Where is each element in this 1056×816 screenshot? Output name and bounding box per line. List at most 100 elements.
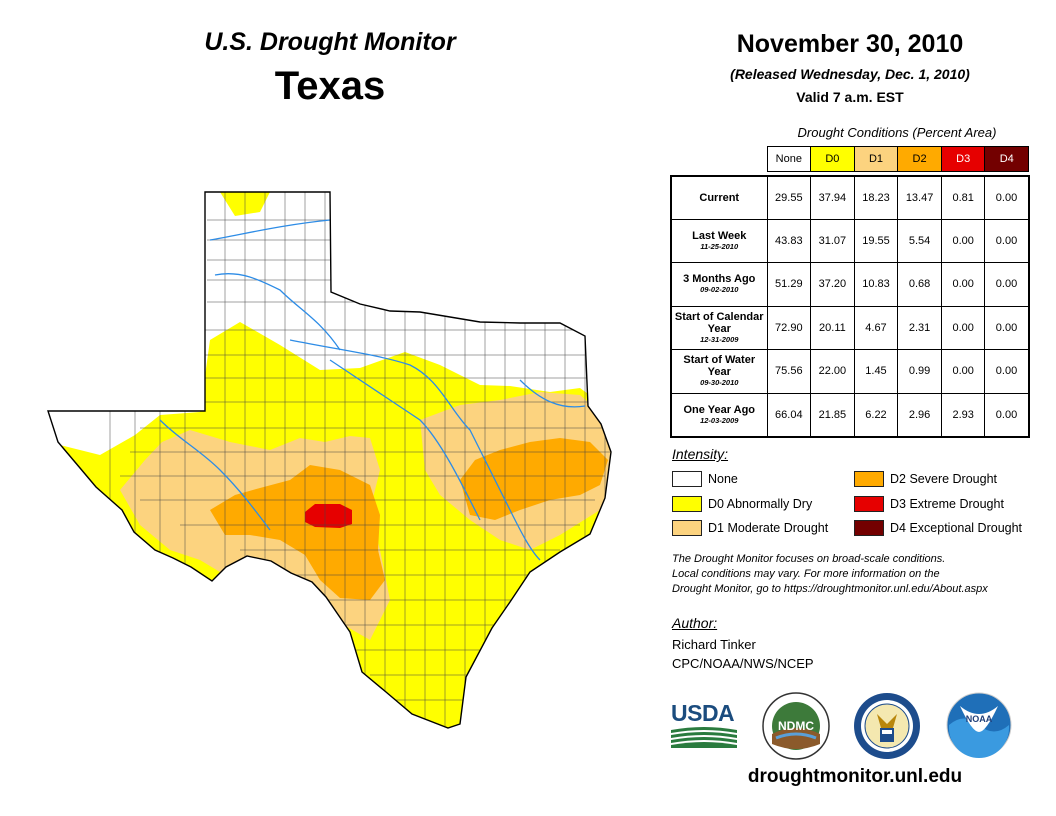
legend-swatch: [854, 496, 884, 512]
map-date: November 30, 2010: [736, 30, 964, 58]
table-cell: 20.11: [810, 305, 855, 350]
usda-logo-text: USDA: [671, 700, 735, 726]
row-label: Start of Calendar Year: [674, 310, 764, 335]
disclaimer-note: The Drought Monitor focuses on broad-sca…: [672, 552, 1042, 597]
table-cell: 2.31: [897, 305, 942, 350]
col-d2: D2: [897, 146, 942, 172]
table-cell: 75.56: [766, 349, 812, 394]
note-line: The Drought Monitor focuses on broad-sca…: [672, 553, 946, 565]
table-cell: 2.93: [940, 392, 986, 438]
table-cell: 6.22: [853, 392, 899, 438]
table-cell: 66.04: [766, 392, 812, 438]
legend-item-d1: D1 Moderate Drought: [672, 520, 828, 536]
row-label: 3 Months Ago: [683, 273, 756, 286]
valid-time: Valid 7 a.m. EST: [796, 89, 904, 105]
table-cell: 13.47: [897, 174, 942, 220]
legend-label: D2 Severe Drought: [890, 472, 998, 486]
note-line: Drought Monitor, go to https://droughtmo…: [672, 583, 988, 595]
table-cell: 0.00: [984, 174, 1030, 220]
state-title: Texas: [274, 64, 386, 108]
legend-title: Intensity:: [672, 446, 729, 462]
row-date: 11-25-2010: [700, 241, 739, 251]
d2-area-west: [210, 465, 385, 600]
table-cell: 0.00: [984, 349, 1030, 394]
legend-swatch: [672, 496, 702, 512]
table-cell: 0.00: [940, 218, 986, 263]
rivers: [159, 219, 586, 561]
table-cell: 0.81: [940, 174, 986, 220]
table-cell: 31.07: [810, 218, 855, 263]
website-url[interactable]: droughtmonitor.unl.edu: [747, 766, 963, 787]
col-d0: D0: [810, 146, 855, 172]
county-lines: [109, 192, 610, 728]
table-cell: 0.00: [940, 349, 986, 394]
legend-item-none: None: [672, 471, 738, 487]
row-label: Current: [699, 191, 740, 204]
table-cell: 0.00: [984, 305, 1030, 350]
author-org: CPC/NOAA/NWS/NCEP: [672, 656, 814, 671]
table-cell: 0.68: [897, 262, 942, 307]
table-cell: 72.90: [766, 305, 812, 350]
table-cell: 51.29: [766, 262, 812, 307]
monitor-title: U.S. Drought Monitor: [204, 28, 456, 56]
row-date: 12-03-2009: [700, 415, 739, 425]
note-line: Local conditions may vary. For more info…: [672, 568, 940, 580]
legend-swatch: [854, 520, 884, 536]
table-cell: 0.00: [984, 262, 1030, 307]
d3-area: [305, 504, 352, 528]
table-cell: 0.99: [897, 349, 942, 394]
table-row: 3 Months Ago 09-02-2010 51.29 37.20 10.83…: [670, 262, 1030, 307]
legend-label: D0 Abnormally Dry: [708, 497, 813, 511]
table-cell: 0.00: [940, 262, 986, 307]
legend-label: D1 Moderate Drought: [708, 521, 829, 535]
ndmc-logo-text: NDMC: [778, 719, 814, 733]
texas-outline: [47, 191, 612, 729]
conditions-table: None D0 D1 D2 D3 D4 Current 29.55 37.94 …: [670, 146, 1030, 438]
table-cell: 10.83: [853, 262, 899, 307]
release-date: (Released Wednesday, Dec. 1, 2010): [730, 66, 970, 82]
row-label: Last Week: [692, 229, 747, 242]
legend-label: None: [708, 472, 738, 486]
table-row: Last Week 11-25-2010 43.83 31.07 19.55 5.…: [670, 218, 1030, 263]
ndmc-logo: NDMC: [762, 692, 830, 760]
legend-label: D4 Exceptional Drought: [890, 521, 1023, 535]
legend-item-d3: D3 Extreme Drought: [854, 496, 1004, 512]
table-cell: 19.55: [853, 218, 899, 263]
table-cell: 1.45: [853, 349, 899, 394]
table-row: Current 29.55 37.94 18.23 13.47 0.81 0.0…: [670, 174, 1030, 220]
table-cell: 29.55: [766, 174, 812, 220]
author-name: Richard Tinker: [672, 637, 756, 652]
table-cell: 21.85: [810, 392, 855, 438]
conditions-table-title: Drought Conditions (Percent Area): [797, 125, 997, 140]
table-cell: 18.23: [853, 174, 899, 220]
commerce-seal-logo: [854, 693, 920, 759]
legend-swatch: [672, 520, 702, 536]
row-label: One Year Ago: [683, 403, 756, 416]
author-label: Author:: [672, 615, 718, 631]
texas-drought-map: [47, 191, 612, 729]
table-cell: 5.54: [897, 218, 942, 263]
table-cell: 37.94: [810, 174, 855, 220]
noaa-logo: NOAA: [946, 692, 1012, 758]
table-cell: 22.00: [810, 349, 855, 394]
legend-item-d0: D0 Abnormally Dry: [672, 496, 812, 512]
table-cell: 0.00: [984, 218, 1030, 263]
legend-swatch: [854, 471, 884, 487]
table-cell: 0.00: [984, 392, 1030, 438]
col-d4: D4: [984, 146, 1030, 172]
col-none: None: [766, 146, 812, 172]
table-cell: 4.67: [853, 305, 899, 350]
legend-swatch: [672, 471, 702, 487]
noaa-logo-text: NOAA: [966, 714, 993, 724]
drought-areas: [48, 192, 611, 728]
table-cell: 0.00: [940, 305, 986, 350]
table-cell: 43.83: [766, 218, 812, 263]
table-row: Start of Calendar Year 12-31-2009 72.90 2…: [670, 305, 1030, 350]
col-d1: D1: [853, 146, 899, 172]
legend-label: D3 Extreme Drought: [890, 497, 1004, 511]
usda-logo: USDA: [671, 700, 737, 748]
table-cell: 2.96: [897, 392, 942, 438]
d2-area-east: [460, 438, 608, 520]
row-date: 09-30-2010: [700, 378, 739, 388]
table-row: One Year Ago 12-03-2009 66.04 21.85 6.22 …: [670, 392, 1030, 438]
